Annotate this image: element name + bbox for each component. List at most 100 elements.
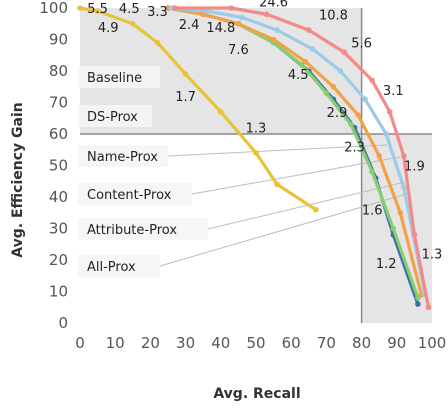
series-label: Attribute-Prox [87,223,177,238]
y-tick-label: 20 [49,251,68,269]
data-point [390,225,397,232]
x-tick-label: 0 [75,334,85,352]
series-line-content-prox [166,6,423,297]
value-annotation: 10.8 [319,8,348,23]
data-point [425,304,432,311]
value-annotation: 24.6 [259,0,288,11]
leader-line [159,192,411,267]
value-annotation: 4.5 [288,68,309,83]
value-annotation: 1.9 [404,160,425,175]
y-tick-label: 50 [49,157,68,175]
data-point [415,301,421,307]
y-axis-ticks: 0 10 20 30 40 50 60 70 80 90 100 [39,0,68,332]
x-tick-label: 100 [418,334,447,352]
data-point [77,5,83,11]
data-point [386,109,393,115]
value-annotation: 3.3 [147,5,168,20]
y-tick-label: 10 [49,283,68,301]
value-annotation: 5.6 [351,37,372,52]
x-tick-label: 70 [317,334,336,352]
data-point [218,109,224,115]
y-tick-label: 40 [49,188,68,206]
series-labels: Baseline DS-Prox Name-Prox Content-Prox Attr… [78,66,208,277]
series-label: Baseline [87,71,142,86]
data-point [228,5,235,11]
data-point [376,153,383,159]
data-point [383,131,390,137]
data-point [411,232,418,238]
x-axis-title: Avg. Recall [213,386,300,402]
data-point [182,71,189,77]
series-label-box [78,218,208,240]
value-annotation: 5.5 [87,2,108,17]
data-point [306,27,312,33]
value-annotation: 7.6 [228,43,249,58]
series-line-all-prox [173,6,431,309]
data-point [397,209,404,216]
series-label: All-Prox [87,260,136,275]
y-tick-label: 100 [39,0,68,17]
value-annotation: 1.2 [376,257,397,272]
x-tick-label: 50 [246,334,265,352]
data-point [330,83,337,90]
data-point [341,49,347,55]
y-axis-title: Avg. Efficiency Gain [10,102,26,257]
y-tick-label: 90 [49,31,68,49]
data-point [274,181,280,188]
series-label: Name-Prox [87,150,158,165]
data-point [270,36,277,43]
data-point [355,112,361,118]
value-annotations: 5.5 4.54.93.32.4 14.824.610.87.6 5.64.51.7 3… [87,0,442,272]
x-tick-label: 40 [211,334,230,352]
data-point [313,206,319,213]
data-point [239,14,245,21]
value-annotation: 4.9 [98,21,119,36]
value-annotation: 1.6 [362,204,383,219]
y-tick-label: 0 [58,314,68,332]
data-point [263,11,270,18]
data-point [235,20,242,27]
series-lines [77,5,432,311]
value-annotation: 3.1 [383,84,404,99]
value-annotation: 4.5 [119,2,140,17]
data-point [253,150,259,156]
data-point [94,8,101,14]
series-label-box [78,105,152,127]
series-label: DS-Prox [87,110,138,125]
value-annotation: 2.4 [179,18,200,33]
series-label: Content-Prox [87,188,172,203]
y-tick-label: 30 [49,220,68,238]
leader-line [167,144,388,157]
data-point [362,96,368,103]
x-tick-label: 10 [106,334,125,352]
legend-leader-lines [159,144,411,267]
value-annotation: 14.8 [206,21,235,36]
reference-lines [80,8,432,323]
value-annotation: 1.7 [175,90,196,105]
y-tick-label: 60 [49,125,68,143]
leader-line [191,156,401,195]
x-tick-label: 60 [282,334,301,352]
x-tick-label: 80 [352,334,371,352]
data-point [302,58,309,65]
series-line-attribute-prox [169,6,427,297]
data-point [203,8,210,14]
leader-line [207,181,406,230]
value-annotation: 2.9 [327,106,348,121]
x-tick-label: 90 [387,334,406,352]
value-annotation: 2.3 [344,141,365,156]
data-point [348,121,354,128]
series-label-box [78,66,160,88]
y-tick-label: 70 [49,94,68,112]
x-tick-label: 30 [176,334,195,352]
y-tick-label: 80 [49,62,68,80]
value-annotation: 1.3 [422,248,443,263]
data-point [172,5,178,11]
value-annotation: 1.3 [246,122,267,137]
x-axis-ticks: 0 10 20 30 40 50 60 70 80 90 100 [75,334,446,352]
data-point [130,20,136,27]
data-point [337,68,344,74]
x-tick-label: 20 [141,334,160,352]
series-label-box [78,183,192,205]
